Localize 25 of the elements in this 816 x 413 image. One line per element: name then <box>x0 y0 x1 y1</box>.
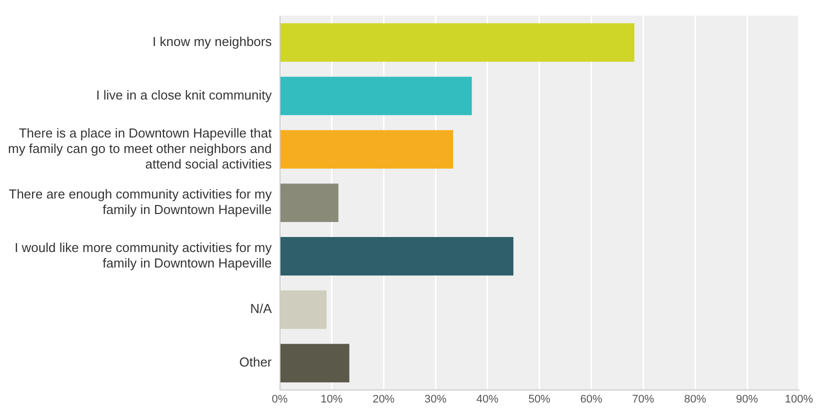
x-tick-label: 80% <box>684 393 706 406</box>
bar <box>280 23 634 62</box>
bar <box>280 76 472 116</box>
x-tick-label: 0% <box>272 393 288 406</box>
bar <box>280 184 338 222</box>
x-tick-label: 30% <box>424 393 447 406</box>
y-tick-label: There is a place in Downtown Hapeville that my family can go to meet other neighbors and attend social activities <box>8 125 272 172</box>
x-tick-label: 100% <box>784 393 814 406</box>
x-tick-label: 90% <box>736 393 758 406</box>
x-tick-label: 70% <box>632 393 654 406</box>
y-tick-label: I know my neighbors <box>152 34 272 50</box>
y-tick-label: Other <box>239 354 272 370</box>
x-tick-label: 50% <box>528 393 551 406</box>
x-tick-label: 20% <box>372 393 395 406</box>
bar <box>280 290 326 329</box>
bar <box>280 236 514 276</box>
y-tick-label: I live in a close knit community <box>96 88 272 103</box>
bar <box>280 130 454 169</box>
x-tick-label: 10% <box>320 393 343 406</box>
y-tick-label: I would like more community activities for my family in Downtown Hapeville <box>14 240 272 271</box>
x-tick-label: 40% <box>476 393 499 406</box>
y-tick-label: N/A <box>250 301 272 316</box>
bar <box>280 344 350 382</box>
x-tick-label: 60% <box>580 393 602 406</box>
y-tick-label: There are enough community activities for my family in Downtown Hapeville <box>8 186 272 218</box>
